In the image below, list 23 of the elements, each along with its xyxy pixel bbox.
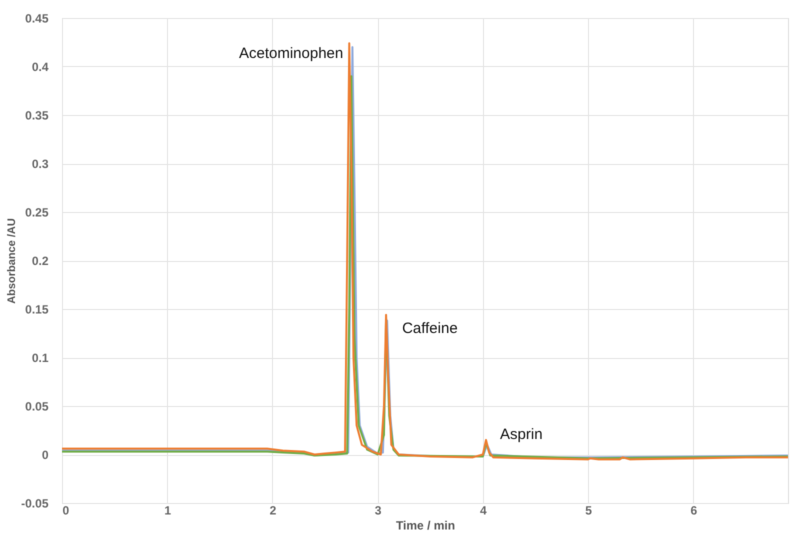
y-tick-label: 0.4 bbox=[32, 60, 49, 74]
x-tick-label: 6 bbox=[690, 504, 698, 518]
x-tick-label: 5 bbox=[585, 504, 592, 518]
x-tick-label: 3 bbox=[374, 504, 382, 518]
y-tick-label: 0.15 bbox=[25, 302, 49, 316]
y-tick-label: 0.2 bbox=[32, 254, 49, 268]
y-axis-title: Absorbance /AU bbox=[6, 218, 18, 304]
y-tick-label: 0.45 bbox=[25, 12, 49, 26]
x-axis-title: Time / min bbox=[396, 518, 456, 532]
x-tick-label: 0 bbox=[62, 504, 70, 518]
y-tick-label: -0.05 bbox=[21, 496, 49, 510]
y-tick-label: 0.1 bbox=[32, 351, 49, 365]
annotation: Acetominophen bbox=[238, 45, 344, 62]
x-tick-label: 4 bbox=[480, 504, 488, 518]
y-tick-label: 0.3 bbox=[32, 157, 49, 171]
y-tick-label: 0.05 bbox=[25, 400, 49, 414]
x-tick-label: 2 bbox=[270, 504, 277, 518]
y-tick-label: 0 bbox=[42, 448, 49, 462]
annotation: Caffeine bbox=[402, 320, 458, 337]
annotation: Asprin bbox=[500, 426, 543, 443]
x-tick-label: 1 bbox=[164, 504, 172, 518]
y-tick-label: 0.25 bbox=[25, 206, 49, 220]
y-tick-label: 0.35 bbox=[25, 108, 49, 122]
